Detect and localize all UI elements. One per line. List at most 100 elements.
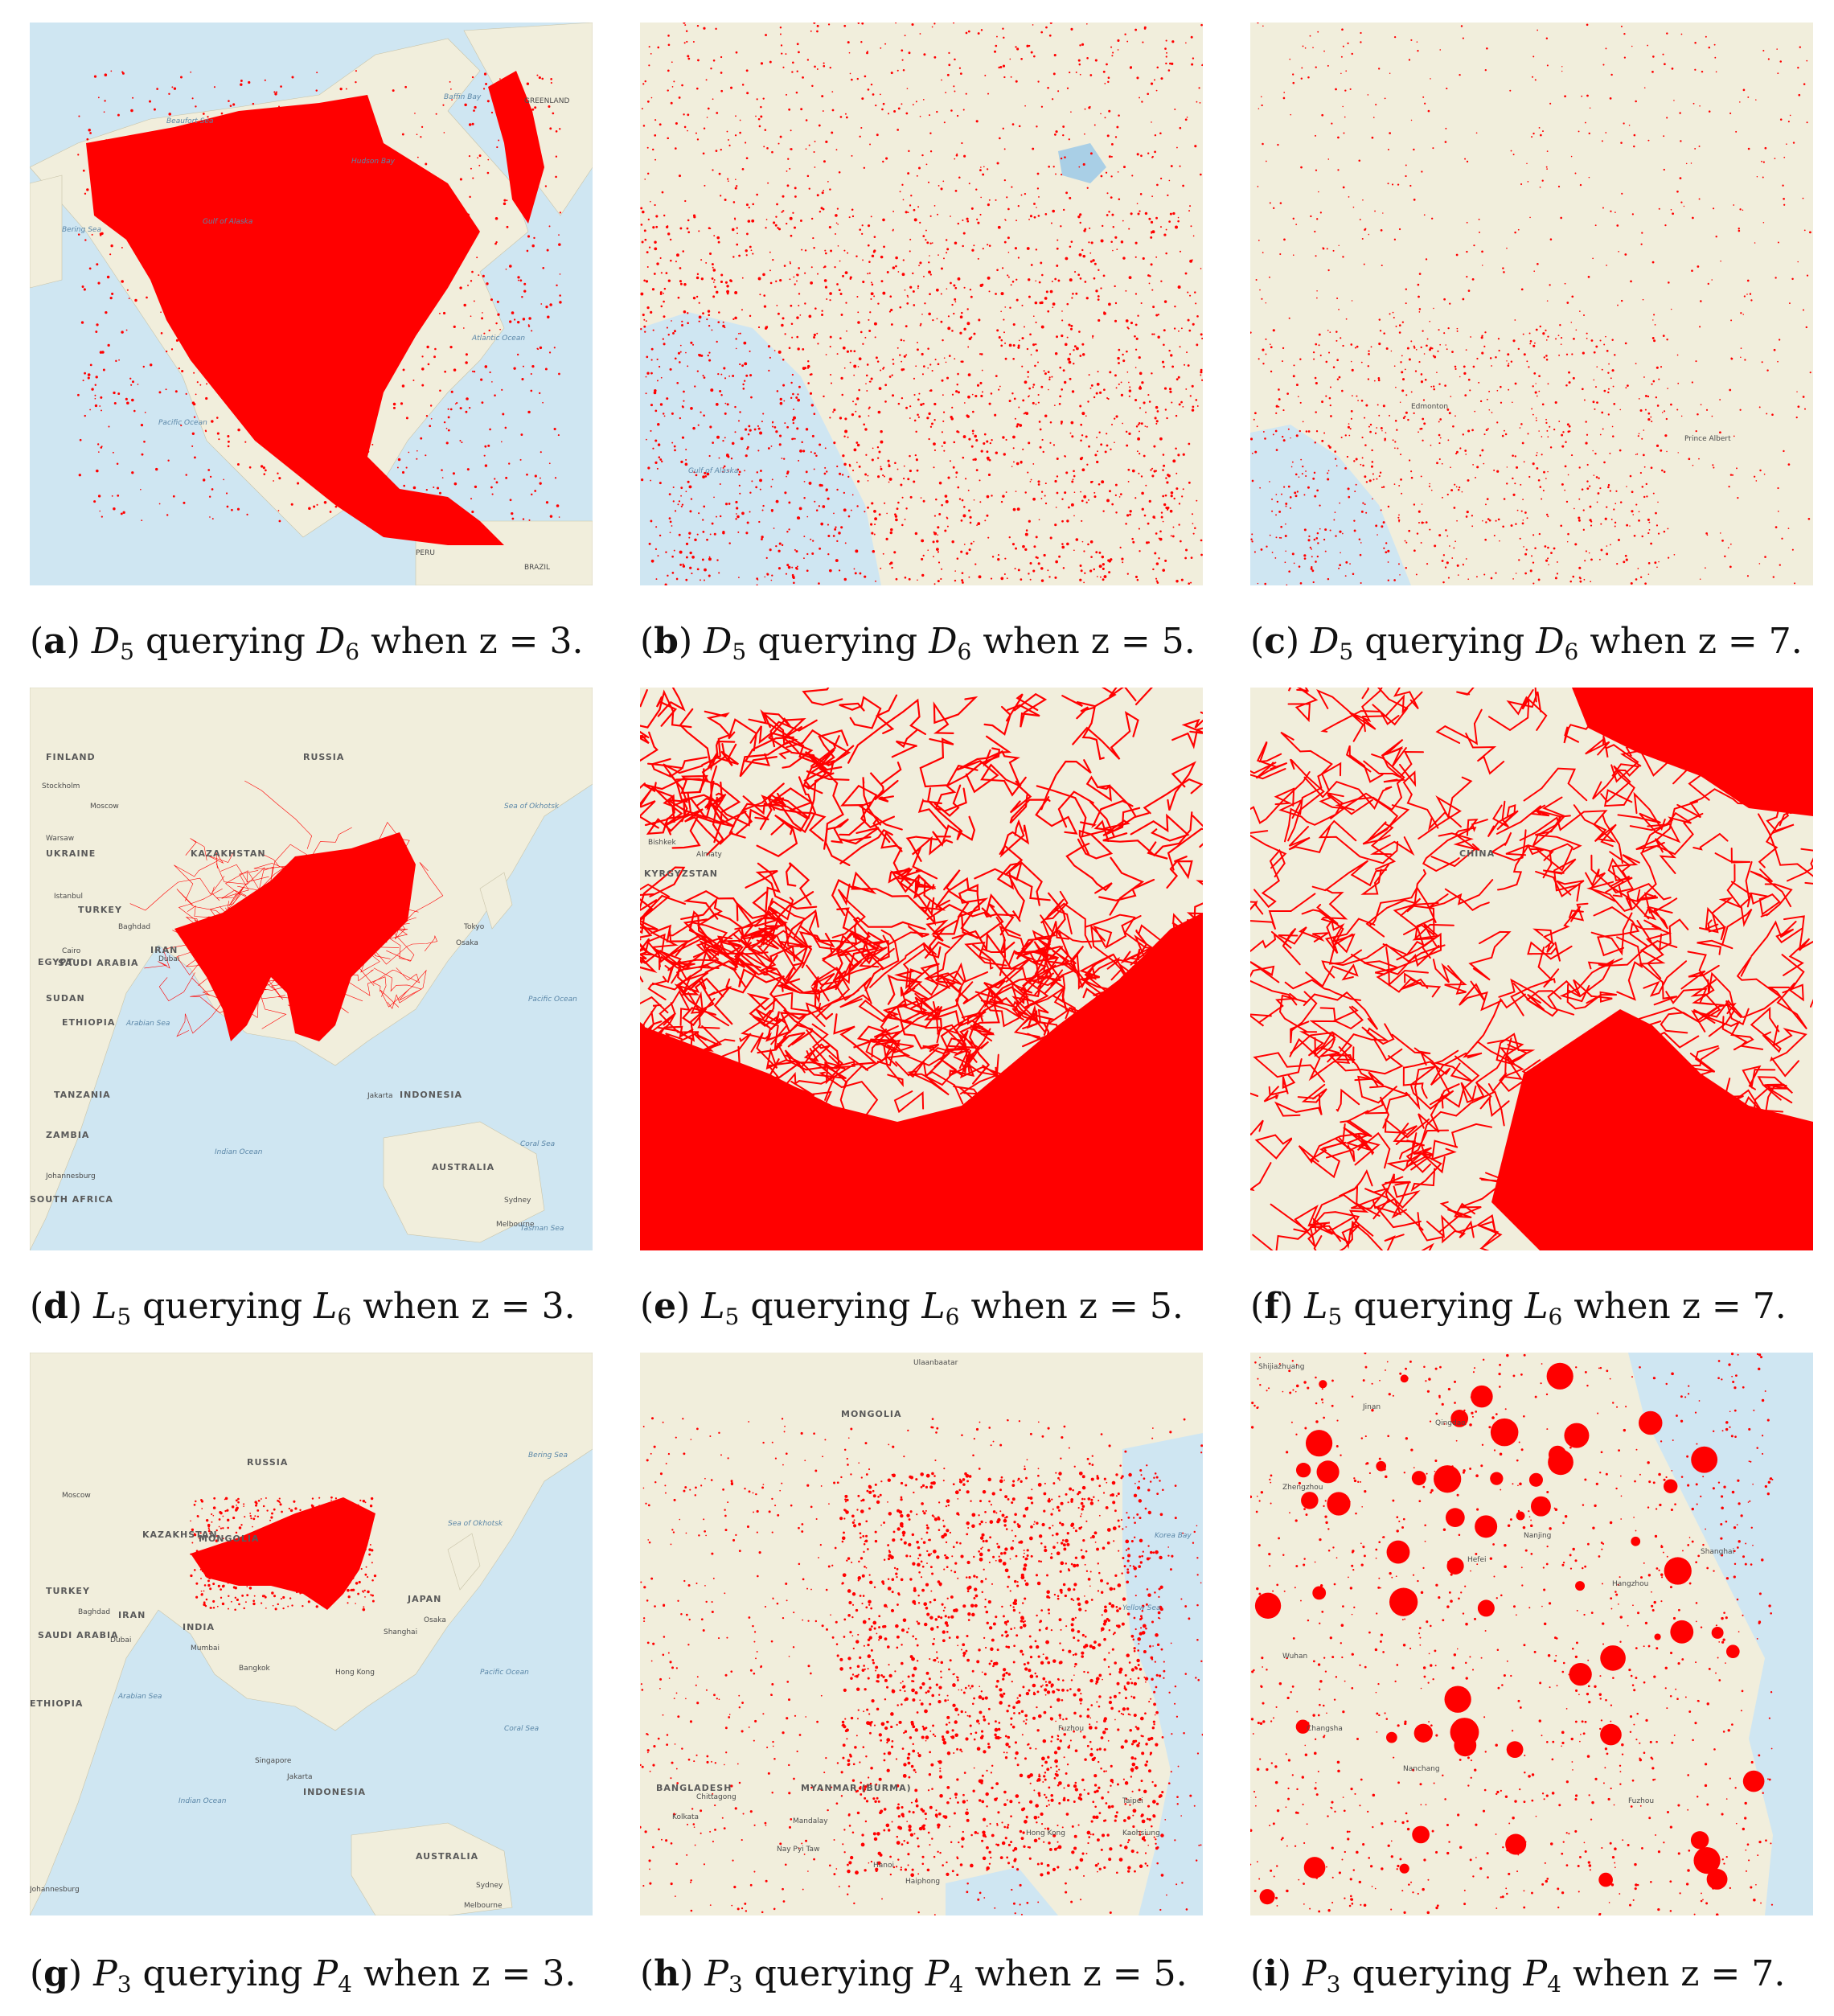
caption-zoom: 7	[1752, 1286, 1775, 1327]
map-panel-a: GREENLAND Beaufort Sea Hudson Bay Bering Se…	[30, 23, 593, 585]
caption-dataset: P	[1523, 1953, 1548, 1994]
caption-sub: 5	[732, 638, 747, 665]
caption-when: when z =	[974, 1953, 1143, 1994]
dataset-lines-mid	[640, 883, 1203, 1152]
map-b-svg: Gulf of Alaska	[640, 23, 1203, 585]
caption-sub: 6	[957, 638, 972, 665]
dataset-points	[640, 1417, 1203, 1915]
map-place-label: Dubai	[158, 955, 179, 963]
map-place-label: ETHIOPIA	[62, 1017, 115, 1028]
map-place-label: Tokyo	[463, 923, 485, 931]
land-background	[640, 1353, 1203, 1915]
caption-letter: h	[654, 1953, 680, 1994]
map-place-label: Kaohsiung	[1122, 1829, 1160, 1837]
map-place-label: Melbourne	[464, 1902, 503, 1910]
map-place-label: Hong Kong	[335, 1669, 375, 1677]
map-place-label: BRAZIL	[524, 564, 550, 572]
map-place-label: Cairo	[62, 947, 81, 955]
dataset-points	[190, 1496, 377, 1612]
map-place-label: TANZANIA	[54, 1090, 111, 1100]
map-place-label: UKRAINE	[46, 848, 96, 859]
map-place-label: SAUDI ARABIA	[38, 1630, 119, 1640]
gulf-of-alaska-water	[640, 312, 881, 585]
map-place-label: Johannesburg	[45, 1172, 96, 1180]
map-place-label: Dubai	[110, 1636, 131, 1644]
map-place-label: Nanchang	[1403, 1765, 1440, 1773]
map-place-label: Bishkek	[648, 839, 676, 847]
map-panel-h: MONGOLIA Ulaanbaatar BANGLADESH Kolkata Chit…	[640, 1353, 1203, 1915]
coastal-water	[1250, 425, 1411, 585]
map-place-label: AUSTRALIA	[416, 1851, 478, 1862]
eurasia-africa-landmass	[30, 1353, 593, 1915]
map-place-label: Korea Bay	[1155, 1532, 1192, 1540]
map-place-label: Bering Sea	[62, 226, 101, 234]
dataset-points	[1250, 1353, 1774, 1915]
map-place-label: Hefei	[1467, 1556, 1487, 1564]
greenland-coast-points	[488, 71, 544, 224]
caption-dataset: P	[925, 1953, 950, 1994]
dataset-coverage-area	[191, 1497, 375, 1610]
map-place-label: Stockholm	[42, 782, 80, 790]
map-place-label: SOUTH AFRICA	[30, 1194, 113, 1205]
caption-zoom: 3	[549, 621, 572, 662]
map-place-label: INDONESIA	[303, 1787, 366, 1797]
map-place-label: Istanbul	[54, 893, 83, 901]
caption-verb: querying	[142, 1953, 303, 1994]
dataset-points-dense	[1250, 328, 1669, 585]
map-place-label: MYANMAR (BURMA)	[801, 1783, 912, 1793]
caption-zoom: 5	[1149, 1286, 1172, 1327]
map-a-svg: GREENLAND Beaufort Sea Hudson Bay Bering Se…	[30, 23, 593, 585]
map-panel-i: Shijiazhuang Jinan Qingdao Zhengzhou Hefei Na…	[1250, 1353, 1813, 1915]
caption-letter: f	[1264, 1286, 1280, 1327]
caption-verb: querying	[750, 1286, 911, 1327]
map-place-label: Prince Albert	[1684, 435, 1731, 443]
caption-c: (c) D5 querying D6 when z = 7.	[1250, 621, 1803, 665]
map-f-svg: CHINA	[1250, 688, 1813, 1250]
map-place-label: Warsaw	[46, 835, 74, 843]
australia-landmass	[351, 1822, 513, 1915]
caption-dataset: P	[704, 1953, 728, 1994]
japan-landmass	[479, 872, 513, 930]
caption-verb: querying	[757, 621, 918, 662]
map-place-label: GREENLAND	[524, 97, 569, 105]
map-place-label: SUDAN	[46, 993, 85, 1004]
map-place-label: Gulf of Alaska	[203, 218, 252, 226]
map-place-label: SAUDI ARABIA	[58, 958, 139, 968]
caption-letter: a	[43, 621, 67, 662]
map-d-svg: RUSSIA FINLAND Stockholm Moscow Warsaw UKRAIN…	[30, 688, 593, 1250]
caption-dataset: P	[93, 1953, 117, 1994]
map-place-label: Bangkok	[239, 1665, 271, 1673]
map-place-label: Fuzhou	[1058, 1725, 1084, 1733]
caption-sub: 3	[728, 1971, 743, 1998]
map-place-label: Gulf of Alaska	[688, 467, 738, 475]
map-place-label: Almaty	[696, 851, 722, 859]
caption-verb: querying	[145, 621, 306, 662]
map-place-label: TURKEY	[78, 905, 122, 915]
caption-sub: 5	[724, 1304, 740, 1330]
map-place-label: Mandalay	[793, 1817, 828, 1825]
dataset-points	[77, 70, 562, 523]
map-place-label: Kolkata	[672, 1813, 699, 1821]
map-place-label: Johannesburg	[30, 1886, 80, 1894]
caption-dataset: P	[1303, 1953, 1327, 1994]
map-place-label: INDONESIA	[400, 1090, 462, 1100]
map-place-label: PERU	[416, 549, 435, 557]
map-i-svg: Shijiazhuang Jinan Qingdao Zhengzhou Hefei Na…	[1250, 1353, 1813, 1915]
map-panel-d: RUSSIA FINLAND Stockholm Moscow Warsaw UKRAIN…	[30, 688, 593, 1250]
caption-when: when z =	[970, 1286, 1139, 1327]
caption-when: when z =	[1573, 1286, 1742, 1327]
caption-verb: querying	[1353, 1286, 1514, 1327]
map-place-label: Shijiazhuang	[1258, 1363, 1305, 1371]
caption-sub: 4	[949, 1971, 964, 1998]
map-place-label: AUSTRALIA	[432, 1162, 494, 1172]
map-place-label: Nay Pyi Taw	[777, 1846, 819, 1854]
caption-g: (g) P3 querying P4 when z = 3.	[30, 1953, 576, 1998]
map-place-label: MONGOLIA	[841, 1409, 902, 1419]
caption-dataset: D	[704, 621, 732, 662]
dataset-lines	[129, 780, 444, 1037]
caption-dataset: L	[1304, 1286, 1328, 1327]
map-place-label: Sydney	[476, 1882, 503, 1890]
map-place-label: MONGOLIA	[199, 1534, 260, 1544]
caption-dataset: D	[316, 621, 346, 662]
map-place-label: Coral Sea	[504, 1725, 539, 1733]
